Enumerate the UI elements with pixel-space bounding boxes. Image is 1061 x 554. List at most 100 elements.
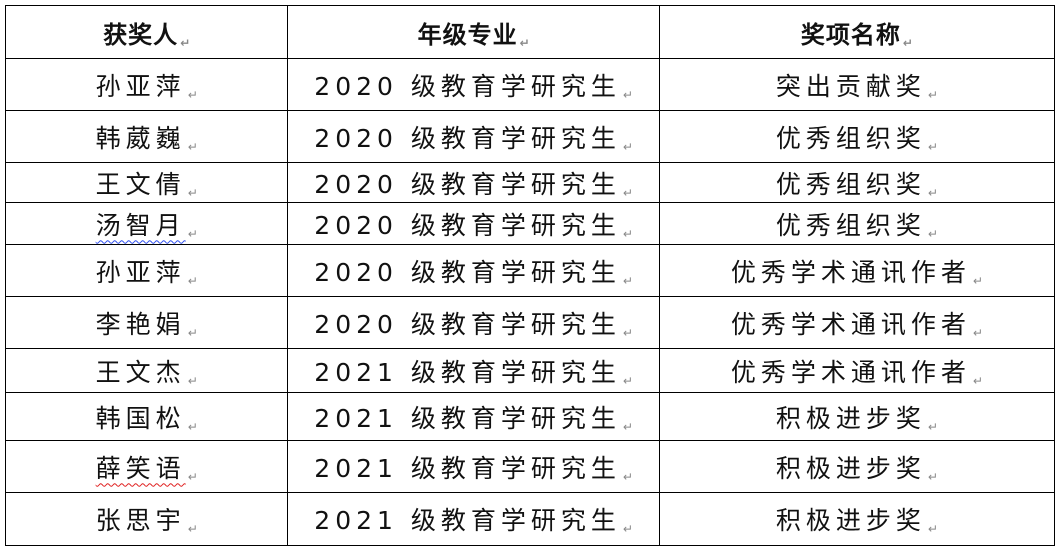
award-text: 优秀组织奖 [775,169,926,199]
name-text: 孙亚萍 [95,71,186,101]
cell-grade[interactable]: 2020 级教育学研究生 ↵ [287,296,660,349]
paragraph-mark-icon: ↵ [927,469,938,484]
award-text: 突出贡献奖 [775,71,926,101]
paragraph-mark-icon: ↵ [927,185,938,200]
name-text: 张思宇 [95,506,186,535]
cell-grade[interactable]: 2020 级教育学研究生 ↵ [287,202,660,245]
paragraph-mark-icon: ↵ [187,139,198,154]
paragraph-mark-icon: ↵ [622,139,633,154]
paragraph-mark-icon: ↵ [622,469,633,484]
paragraph-mark-icon: ↵ [519,35,530,50]
name-text: 李艳娟 [95,309,186,339]
paragraph-mark-icon: ↵ [927,87,938,102]
paragraph-mark-icon: ↵ [622,325,633,340]
cell-name[interactable]: 张思宇 ↵ [4,492,289,546]
cell-award[interactable]: 优秀组织奖 ↵ [658,110,1056,163]
grade-text: 2021 级教育学研究生 [314,403,621,433]
cell-award[interactable]: 优秀学术通讯作者 ↵ [658,244,1056,297]
cell-name[interactable]: 李艳娟 ↵ [4,296,289,349]
award-text: 优秀学术通讯作者 [730,257,971,287]
table-row: 王文倩 ↵ 2020 级教育学研究生 ↵ 优秀组织奖 ↵ [4,162,1056,203]
cell-grade[interactable]: 2020 级教育学研究生 ↵ [287,58,660,111]
grade-text: 2020 级教育学研究生 [314,71,621,101]
name-text: 王文杰 [95,357,186,387]
paragraph-mark-icon: ↵ [927,139,938,154]
paragraph-mark-icon: ↵ [187,419,198,434]
cell-grade[interactable]: 2020 级教育学研究生 ↵ [287,162,660,203]
cell-award[interactable]: 积极进步奖 ↵ [658,440,1056,493]
header-row: 获奖人 ↵ 年级专业 ↵ 奖项名称 ↵ [4,5,1056,59]
table-row: 汤智月 ↵ 2020 级教育学研究生 ↵ 优秀组织奖 ↵ [4,202,1056,245]
cell-name[interactable]: 薛笑语 ↵ [4,440,289,493]
award-text: 优秀组织奖 [775,210,926,240]
header-cell[interactable]: 年级专业 ↵ [287,5,660,59]
table-row: 王文杰 ↵ 2021 级教育学研究生 ↵ 优秀学术通讯作者 ↵ [4,348,1056,393]
paragraph-mark-icon: ↵ [622,419,633,434]
paragraph-mark-icon: ↵ [187,87,198,102]
grade-text: 2020 级教育学研究生 [314,309,621,339]
paragraph-mark-icon: ↵ [187,325,198,340]
cell-name[interactable]: 汤智月 ↵ [4,202,289,245]
name-text: 汤智月 [95,210,186,240]
award-text: 优秀组织奖 [775,123,926,153]
paragraph-mark-icon: ↵ [972,325,983,340]
name-text: 韩国松 [95,403,186,433]
cell-name[interactable]: 韩国松 ↵ [4,392,289,441]
grade-text: 2020 级教育学研究生 [314,169,621,199]
paragraph-mark-icon: ↵ [927,419,938,434]
cell-name[interactable]: 王文杰 ↵ [4,348,289,393]
paragraph-mark-icon: ↵ [187,273,198,288]
name-text: 韩葳巍 [95,123,186,153]
paragraph-mark-icon: ↵ [927,226,938,241]
cell-grade[interactable]: 2021 级教育学研究生 ↵ [287,440,660,493]
grade-text: 2021 级教育学研究生 [314,506,621,535]
name-text: 孙亚萍 [95,257,186,287]
cell-name[interactable]: 王文倩 ↵ [4,162,289,203]
cell-name[interactable]: 孙亚萍 ↵ [4,58,289,111]
cell-name[interactable]: 韩葳巍 ↵ [4,110,289,163]
cell-award[interactable]: 突出贡献奖 ↵ [658,58,1056,111]
paragraph-mark-icon: ↵ [622,273,633,288]
header-cell[interactable]: 奖项名称 ↵ [658,5,1056,59]
name-text: 王文倩 [95,169,186,199]
paragraph-mark-icon: ↵ [622,373,633,388]
paragraph-mark-icon: ↵ [622,185,633,200]
cell-grade[interactable]: 2021 级教育学研究生 ↵ [287,392,660,441]
cell-name[interactable]: 孙亚萍 ↵ [4,244,289,297]
paragraph-mark-icon: ↵ [972,273,983,288]
cell-grade[interactable]: 2021 级教育学研究生 ↵ [287,492,660,546]
cell-grade[interactable]: 2021 级教育学研究生 ↵ [287,348,660,393]
paragraph-mark-icon: ↵ [187,469,198,484]
table-row: 薛笑语 ↵ 2021 级教育学研究生 ↵ 积极进步奖 ↵ [4,440,1056,493]
table-row: 韩葳巍 ↵ 2020 级教育学研究生 ↵ 优秀组织奖 ↵ [4,110,1056,163]
award-text: 积极进步奖 [775,453,926,483]
cell-grade[interactable]: 2020 级教育学研究生 ↵ [287,244,660,297]
grade-text: 2020 级教育学研究生 [314,257,621,287]
cell-award[interactable]: 优秀组织奖 ↵ [658,162,1056,203]
cell-award[interactable]: 优秀组织奖 ↵ [658,202,1056,245]
grade-text: 2021 级教育学研究生 [314,453,621,483]
cell-award[interactable]: 优秀学术通讯作者 ↵ [658,348,1056,393]
cell-award[interactable]: 积极进步奖 ↵ [658,392,1056,441]
table-row: 孙亚萍 ↵ 2020 级教育学研究生 ↵ 优秀学术通讯作者 ↵ [4,244,1056,297]
award-text: 优秀学术通讯作者 [730,309,971,339]
grade-text: 2020 级教育学研究生 [314,123,621,153]
header-cell[interactable]: 获奖人 ↵ [4,5,289,59]
table-row: 孙亚萍 ↵ 2020 级教育学研究生 ↵ 突出贡献奖 ↵ [4,58,1056,111]
cell-grade[interactable]: 2020 级教育学研究生 ↵ [287,110,660,163]
paragraph-mark-icon: ↵ [622,87,633,102]
paragraph-mark-icon: ↵ [927,522,938,536]
paragraph-mark-icon: ↵ [187,373,198,388]
paragraph-mark-icon: ↵ [622,226,633,241]
paragraph-mark-icon: ↵ [187,522,198,536]
paragraph-mark-icon: ↵ [187,185,198,200]
name-text: 薛笑语 [95,453,186,483]
paragraph-mark-icon: ↵ [972,373,983,388]
cell-award[interactable]: 积极进步奖 ↵ [658,492,1056,546]
cell-award[interactable]: 优秀学术通讯作者 ↵ [658,296,1056,349]
table-row: 李艳娟 ↵ 2020 级教育学研究生 ↵ 优秀学术通讯作者 ↵ [4,296,1056,349]
award-text: 积极进步奖 [775,506,926,535]
table-row: 韩国松 ↵ 2021 级教育学研究生 ↵ 积极进步奖 ↵ [4,392,1056,441]
award-text: 优秀学术通讯作者 [730,357,971,387]
grade-text: 2020 级教育学研究生 [314,210,621,240]
